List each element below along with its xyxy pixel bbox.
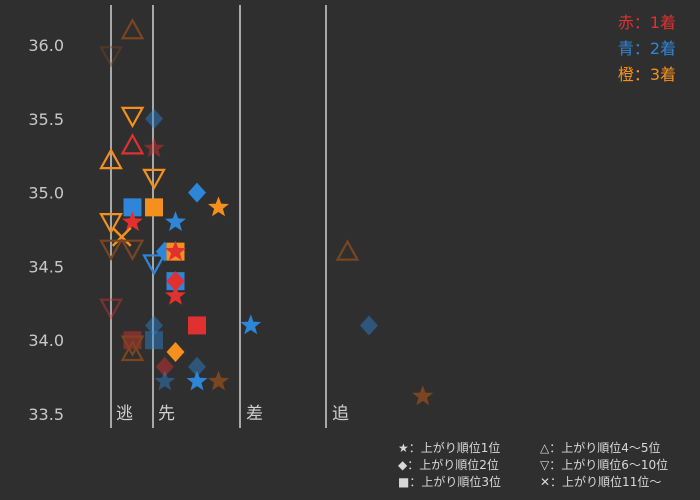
data-point-2 — [145, 108, 163, 129]
y-tick-label: 34.0 — [28, 331, 64, 350]
style-label-senko: 先 — [158, 404, 175, 424]
data-point-16 — [99, 239, 123, 261]
legend-rank-1: ★：上がり順位1位 — [398, 440, 500, 455]
data-point-39 — [186, 370, 208, 391]
data-point-30 — [145, 315, 163, 336]
style-labels: 逃 先 差 追 — [116, 404, 349, 424]
data-point-5 — [120, 133, 145, 155]
data-point-28 — [240, 314, 262, 335]
data-point-3 — [120, 106, 145, 129]
finish-legend: 赤：1着 青：2着 橙：3着 — [618, 13, 676, 84]
data-points — [99, 17, 434, 406]
y-axis-ticks: 33.5 34.0 34.5 35.0 35.5 36.0 — [28, 36, 64, 424]
data-point-7 — [142, 168, 166, 191]
legend-finish-1: 赤：1着 — [618, 13, 676, 32]
data-point-6 — [143, 137, 165, 158]
data-point-25 — [165, 284, 186, 305]
y-tick-label: 35.0 — [28, 184, 64, 203]
symbol-legend: ★：上がり順位1位 △：上がり順位4～5位 ◆：上がり順位2位 ▽：上がり順位6… — [398, 440, 668, 489]
data-point-21 — [142, 254, 166, 276]
data-point-35 — [166, 342, 185, 363]
data-point-24 — [166, 271, 185, 292]
data-point-29 — [360, 315, 378, 336]
data-point-15 — [111, 226, 132, 247]
data-point-34 — [120, 339, 145, 362]
legend-rank-3: ■：上がり順位3位 — [398, 474, 501, 489]
legend-rank-11plus: ✕：上がり順位11位～ — [540, 474, 661, 489]
y-tick-label: 35.5 — [28, 110, 64, 129]
legend-rank-2: ◆：上がり順位2位 — [398, 457, 499, 472]
data-point-11 — [208, 196, 229, 217]
data-point-17 — [120, 239, 145, 261]
y-tick-label: 33.5 — [28, 405, 64, 424]
data-point-1 — [120, 17, 145, 40]
style-dividers — [110, 5, 327, 428]
data-point-13 — [122, 211, 143, 231]
y-tick-label: 34.5 — [28, 257, 64, 276]
data-point-10 — [145, 198, 163, 217]
legend-rank-4-5: △：上がり順位4～5位 — [540, 440, 661, 455]
style-label-nige: 逃 — [116, 404, 133, 424]
data-point-4 — [99, 147, 123, 170]
data-point-36 — [155, 356, 174, 377]
data-point-32 — [145, 331, 163, 350]
legend-rank-6-10: ▽：上がり順位6～10位 — [540, 457, 668, 472]
data-point-0 — [99, 46, 123, 68]
data-point-14 — [165, 211, 186, 231]
data-point-12 — [99, 213, 123, 235]
data-point-22 — [335, 239, 360, 261]
data-point-9 — [123, 198, 142, 217]
legend-finish-3: 橙：3着 — [618, 65, 676, 84]
data-point-41 — [412, 385, 434, 406]
y-tick-label: 36.0 — [28, 36, 64, 55]
data-point-26 — [99, 298, 123, 320]
data-point-40 — [208, 370, 229, 391]
data-point-8 — [188, 182, 206, 203]
data-point-38 — [154, 370, 176, 391]
data-point-27 — [188, 316, 206, 335]
data-point-33 — [120, 335, 145, 357]
legend-finish-2: 青：2着 — [618, 39, 676, 58]
style-label-oikomi: 追 — [332, 404, 349, 424]
data-point-20 — [165, 240, 186, 261]
style-label-sashi: 差 — [246, 404, 263, 424]
data-point-37 — [188, 356, 206, 377]
